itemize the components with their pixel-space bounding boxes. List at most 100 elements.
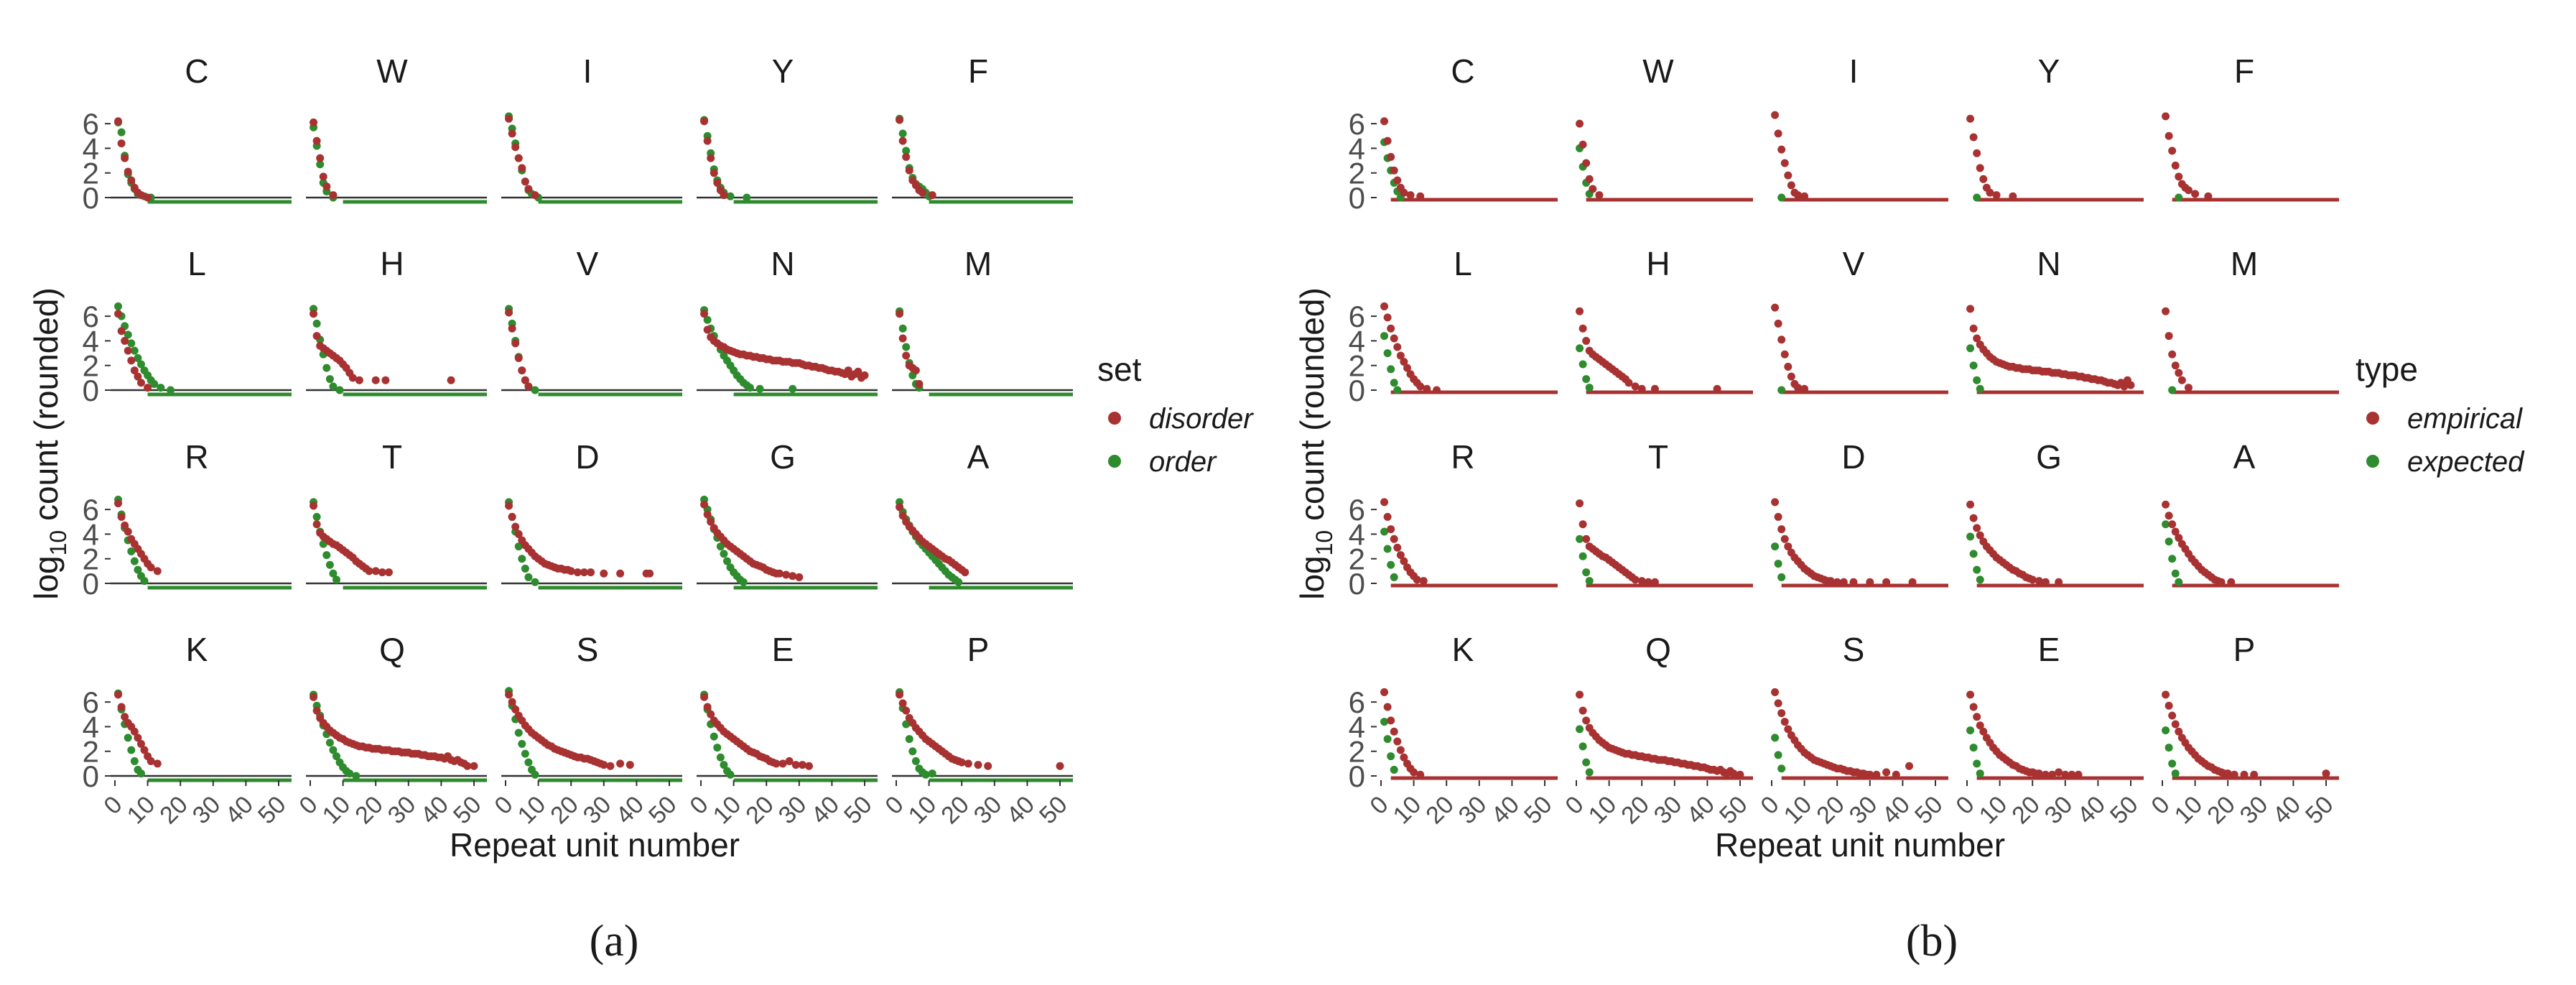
data-point-green: [1582, 568, 1591, 577]
data-point-red: [1650, 578, 1659, 586]
data-point-red: [1582, 716, 1591, 725]
data-point-green: [1393, 386, 1402, 394]
data-point-green: [713, 744, 722, 752]
data-point-red: [1771, 303, 1780, 312]
facet-title: L: [187, 245, 206, 282]
y-tick-label: 6: [1349, 685, 1365, 719]
data-point-red: [772, 759, 781, 768]
data-point-red: [775, 569, 784, 578]
x-tick-label: 50: [253, 791, 292, 830]
data-point-red: [707, 154, 715, 162]
data-point-green: [524, 758, 533, 767]
data-point-red: [153, 759, 162, 768]
facet-title: N: [2037, 245, 2060, 282]
data-point-green: [136, 769, 145, 778]
data-point-red: [2171, 361, 2180, 370]
data-point-red: [2041, 770, 2050, 779]
y-axis-title-main: log: [1293, 555, 1331, 599]
data-point-red: [700, 500, 709, 509]
data-point-green: [335, 386, 344, 394]
data-point-green: [1380, 527, 1389, 536]
data-point-red: [1589, 185, 1597, 193]
data-point-red: [1400, 753, 1408, 762]
data-point-red: [1578, 706, 1587, 715]
data-point-red: [1650, 384, 1659, 393]
data-point-red: [121, 521, 129, 530]
facet-T: T: [306, 438, 487, 590]
data-point-red: [1582, 535, 1591, 543]
data-point-red: [117, 512, 126, 521]
data-point-red: [117, 327, 126, 336]
data-point-green: [134, 565, 142, 574]
data-point-red: [1872, 770, 1881, 779]
y-tick-label: 0: [83, 374, 99, 407]
data-point-red: [789, 572, 797, 581]
y-tick-label: 0: [1349, 567, 1365, 601]
data-point-red: [312, 520, 321, 529]
data-point-red: [1849, 578, 1858, 586]
data-point-red: [580, 568, 588, 577]
data-point-red: [310, 118, 318, 126]
data-point-red: [136, 379, 145, 387]
x-tick-label: 50: [1910, 791, 1948, 830]
facet-title: I: [583, 52, 592, 90]
data-point-red: [1793, 191, 1802, 200]
data-point-red: [911, 366, 920, 375]
data-point-red: [147, 563, 155, 572]
data-point-green: [745, 384, 754, 392]
facet-title: S: [577, 631, 599, 668]
data-point-red: [1387, 324, 1395, 333]
data-point-green: [127, 547, 136, 555]
y-tick-label: 4: [1349, 710, 1365, 744]
data-point-red: [1729, 769, 1738, 778]
data-point-green: [1976, 575, 1984, 584]
data-point-green: [2168, 386, 2177, 394]
data-point-red: [329, 191, 338, 200]
data-point-red: [1383, 703, 1392, 711]
data-point-red: [1576, 690, 1584, 699]
facet-N: N: [1966, 245, 2144, 394]
y-axis-title-subscript: 10: [45, 530, 71, 556]
data-point-red: [371, 567, 380, 575]
data-point-green: [345, 769, 354, 778]
data-point-green: [2162, 726, 2170, 735]
data-point-red: [1780, 718, 1789, 726]
data-point-red: [646, 569, 654, 578]
data-point-green: [329, 746, 338, 754]
facet-H: H: [306, 245, 487, 397]
data-point-red: [1624, 379, 1633, 387]
data-point-red: [1780, 159, 1789, 167]
y-tick-label: 4: [83, 517, 99, 551]
data-point-red: [2322, 769, 2330, 778]
facet-N: N: [697, 245, 878, 397]
data-point-red: [114, 690, 123, 699]
facet-title: I: [1849, 52, 1859, 90]
data-point-red: [1839, 578, 1848, 586]
data-point-red: [521, 376, 529, 384]
y-tick-label: 4: [1349, 324, 1365, 358]
y-tick-label: 2: [83, 735, 99, 769]
data-point-green: [1390, 573, 1398, 581]
data-point-red: [2184, 384, 2193, 392]
data-point-red: [348, 374, 357, 382]
data-point-red: [2171, 161, 2180, 170]
y-tick-label: 0: [1349, 759, 1365, 793]
x-tick-label: 50: [643, 791, 682, 830]
data-point-red: [844, 366, 852, 375]
data-point-red: [707, 710, 715, 718]
data-point-red: [511, 705, 520, 713]
data-point-red: [127, 356, 136, 365]
data-point-red: [1416, 770, 1425, 779]
data-point-red: [511, 143, 520, 152]
data-point-green: [312, 319, 321, 328]
data-point-green: [332, 575, 340, 584]
data-point-green: [1973, 193, 1981, 202]
data-point-green: [1582, 758, 1591, 767]
data-point-red: [2041, 578, 2050, 586]
data-point-green: [518, 739, 526, 748]
x-tick-label: 0: [98, 791, 127, 820]
